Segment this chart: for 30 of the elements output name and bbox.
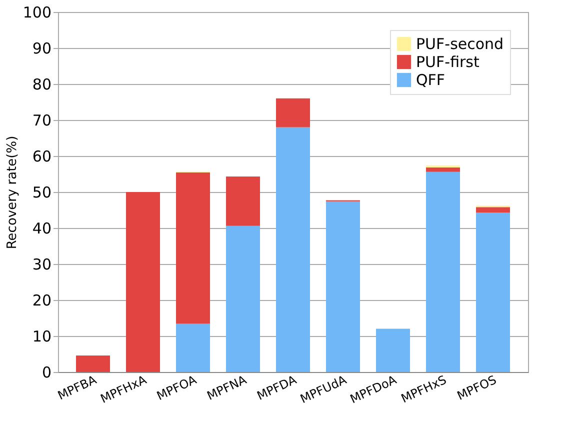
bar [376,328,410,372]
bar [226,176,260,226]
y-tick-label: 70 [32,112,52,130]
bar [426,172,460,372]
y-tick-label: 50 [32,184,52,202]
legend-label: PUF-first [416,53,480,71]
bar [326,201,360,372]
y-axis-title: Recovery rate(%) [4,136,20,250]
bar [226,226,260,372]
y-tick-label: 20 [32,292,52,310]
bar [76,355,110,372]
bar [176,324,210,372]
y-tick-label: 90 [32,40,52,58]
y-tick-label: 40 [32,220,52,238]
y-tick-label: 10 [32,328,52,346]
y-tick-label: 30 [32,256,52,274]
y-tick-label: 0 [42,364,52,382]
y-tick-label: 80 [32,76,52,94]
bar [476,212,510,372]
y-tick-label: 100 [22,4,52,22]
bar [476,207,510,213]
legend-label: PUF-second [416,35,504,53]
bar [276,127,310,372]
legend-label: QFF [416,71,446,89]
bar [276,98,310,128]
y-tick-label: 60 [32,148,52,166]
bar [426,168,460,172]
bar [176,172,210,324]
bar [126,192,160,372]
bar [426,165,460,168]
